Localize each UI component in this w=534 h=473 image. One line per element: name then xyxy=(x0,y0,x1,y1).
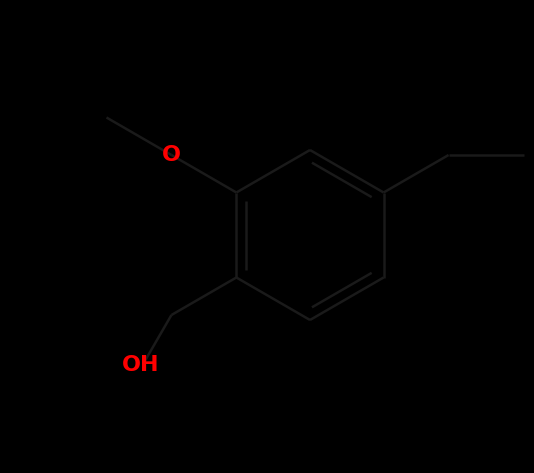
Text: O: O xyxy=(162,145,181,165)
Text: OH: OH xyxy=(121,356,159,376)
